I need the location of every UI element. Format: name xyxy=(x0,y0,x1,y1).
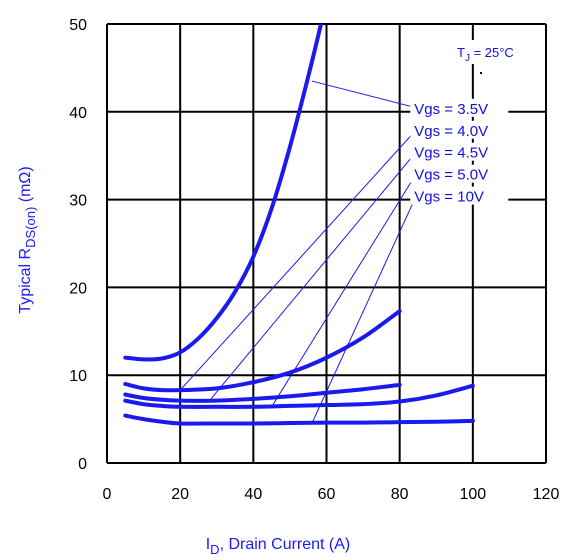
series-line-vgs-4-0v xyxy=(123,309,402,393)
y-tick-label: 40 xyxy=(69,105,87,122)
x-tick-label: 80 xyxy=(391,486,409,503)
legend-label-bg xyxy=(410,98,509,117)
y-tick-label: 30 xyxy=(69,193,87,210)
annotation-dot xyxy=(480,72,482,74)
legend-label-vgs-4-0v: Vgs = 4.0V xyxy=(414,123,488,140)
leader-line-vgs-3-5v xyxy=(311,80,417,109)
x-tick-label: 0 xyxy=(103,486,112,503)
legend-label-bg xyxy=(410,164,509,183)
x-tick-label: 20 xyxy=(171,486,189,503)
series-line-vgs-10v xyxy=(123,413,475,426)
x-tick-label: 120 xyxy=(533,486,560,503)
tick-labels: 0 20 40 60 80 100 120 0 10 20 30 40 50 xyxy=(69,17,559,503)
legend-label-bg xyxy=(410,142,509,161)
legend-labels: Vgs = 3.5V Vgs = 4.0V Vgs = 4.5V Vgs = 5.0V… xyxy=(410,98,509,206)
legend-label-bg xyxy=(410,186,509,205)
temperature-annotation: TJ = 25°C xyxy=(457,45,514,64)
legend-label-vgs-5-0v: Vgs = 5.0V xyxy=(414,167,488,184)
grid xyxy=(106,23,547,464)
x-tick-label: 100 xyxy=(459,486,486,503)
legend-label-vgs-4-5v: Vgs = 4.5V xyxy=(414,145,488,162)
x-axis-label: ID, Drain Current (A) xyxy=(206,536,351,557)
series-line-vgs-4-5v xyxy=(123,382,402,403)
x-tick-label: 40 xyxy=(244,486,262,503)
series-group xyxy=(123,24,475,426)
leader-line-vgs-5-0v xyxy=(271,173,417,408)
legend-label-vgs-3-5v: Vgs = 3.5V xyxy=(414,101,488,118)
y-axis-label: Typical RDS(on) (mΩ) xyxy=(17,166,38,313)
y-tick-label: 0 xyxy=(78,456,87,473)
x-tick-label: 60 xyxy=(318,486,336,503)
leader-line-vgs-4-0v xyxy=(179,129,417,391)
leader-line-vgs-10v xyxy=(311,195,417,424)
leader-lines xyxy=(179,80,417,424)
legend-label-vgs-10v: Vgs = 10V xyxy=(414,189,484,206)
y-tick-label: 10 xyxy=(69,368,87,385)
y-tick-label: 20 xyxy=(69,280,87,297)
annotation-bg xyxy=(450,40,542,64)
y-tick-label: 50 xyxy=(69,17,87,34)
legend-label-bg xyxy=(410,120,509,139)
series-line-vgs-3-5v xyxy=(123,24,324,362)
leader-line-vgs-4-5v xyxy=(209,151,417,401)
